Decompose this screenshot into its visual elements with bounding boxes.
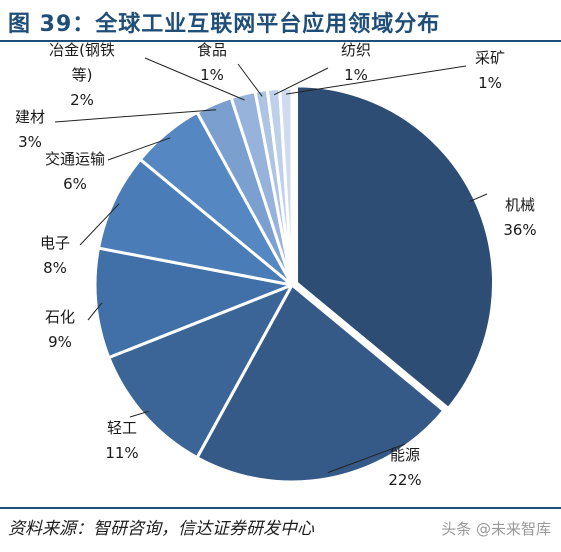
slice-label-line: 能源 xyxy=(390,446,420,464)
slice-label-line: 22% xyxy=(388,471,421,489)
slice-label-line: 采矿 xyxy=(475,49,505,67)
slice-label-8: 冶金(钢铁等) 2% xyxy=(49,41,115,109)
source-divider xyxy=(0,507,561,509)
slice-label-3: 轻工 11% xyxy=(105,419,138,462)
leader-line-6 xyxy=(107,137,171,161)
leader-line-8 xyxy=(144,57,245,101)
slice-label-line: 电子 xyxy=(40,234,70,252)
slice-label-line: 食品 xyxy=(197,41,227,59)
slice-label-4: 石化 9% xyxy=(45,308,75,351)
slice-label-line: 9% xyxy=(48,333,72,351)
figure-title: 图 39：全球工业互联网平台应用领域分布 xyxy=(8,12,441,37)
leader-line-11 xyxy=(285,65,467,95)
source-note: 资料来源：智研咨询，信达证券研发中心 xyxy=(8,519,314,539)
watermark: 头条 @未来智库 xyxy=(441,520,551,538)
leader-line-3 xyxy=(129,410,149,418)
slice-label-line: 交通运输 xyxy=(45,150,105,168)
slice-label-line: 1% xyxy=(200,66,224,84)
slice-label-line: 6% xyxy=(63,175,87,193)
slice-label-11: 采矿 1% xyxy=(475,49,505,92)
slice-label-5: 电子 8% xyxy=(40,234,70,277)
pie-slice-4 xyxy=(93,246,298,360)
pie-slice-11 xyxy=(278,86,294,286)
slice-label-line: 11% xyxy=(105,444,138,462)
leader-line-2 xyxy=(327,443,406,474)
leader-line-10 xyxy=(273,67,329,96)
pie-slice-5 xyxy=(96,157,293,287)
leader-line-9 xyxy=(237,63,263,97)
slice-label-line: 8% xyxy=(43,259,67,277)
slice-label-line: 石化 xyxy=(45,308,75,326)
slice-label-line: 等) xyxy=(72,66,93,84)
slice-label-line: 2% xyxy=(70,91,94,109)
slice-label-line: 机械 xyxy=(505,196,535,214)
leader-lines xyxy=(54,57,488,474)
slice-labels: 机械 36% 能源 22% 轻工 11% 石化 9% 电子 8% 交通运输 6% 建材 3% 冶金(钢铁等)… xyxy=(15,41,537,489)
leader-line-1 xyxy=(469,193,488,203)
slice-label-10: 纺织 1% xyxy=(341,41,371,84)
pie-slice-2 xyxy=(195,282,446,484)
leader-line-4 xyxy=(87,302,103,321)
slice-label-line: 1% xyxy=(344,66,368,84)
pie-slices xyxy=(93,84,496,484)
leader-line-7 xyxy=(54,109,217,123)
slice-label-line: 纺织 xyxy=(341,41,371,59)
pie-slice-3 xyxy=(106,282,296,460)
leader-line-5 xyxy=(79,203,120,246)
slice-label-line: 3% xyxy=(18,133,42,151)
title-divider xyxy=(0,40,561,42)
slice-label-line: 建材 xyxy=(15,108,45,126)
slice-label-9: 食品 1% xyxy=(197,41,227,84)
slice-label-6: 交通运输 6% xyxy=(45,150,105,193)
slice-label-line: 冶金(钢铁 xyxy=(49,41,115,59)
slice-label-line: 轻工 xyxy=(107,419,137,437)
slice-label-line: 36% xyxy=(503,221,536,239)
slice-label-1: 机械 36% xyxy=(503,196,536,239)
slice-label-7: 建材 3% xyxy=(15,108,45,151)
slice-label-line: 1% xyxy=(478,74,502,92)
slice-label-2: 能源 22% xyxy=(388,446,421,489)
